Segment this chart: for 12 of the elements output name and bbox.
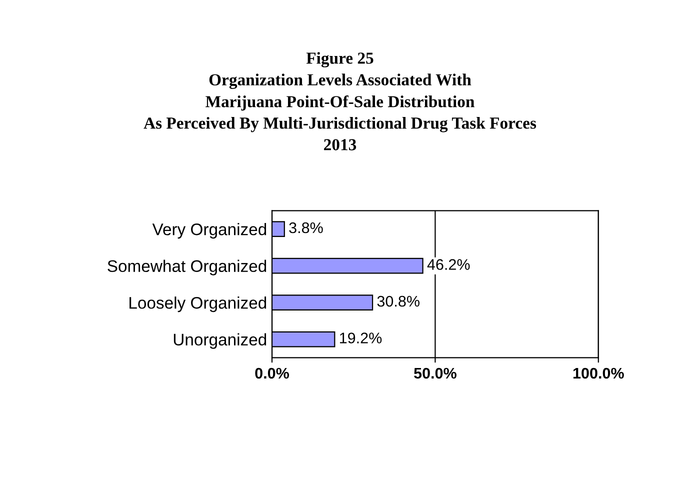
x-tick-label: 50.0% xyxy=(414,368,456,379)
y-tick-label: Loosely Organized xyxy=(130,296,266,312)
data-label: 19.2% xyxy=(340,332,382,344)
x-tick-label: 100.0% xyxy=(573,368,624,379)
y-tick-label: Somewhat Organized xyxy=(108,260,266,276)
data-label: 3.8% xyxy=(289,222,323,234)
data-label: 46.2% xyxy=(427,259,470,270)
chart-title: Figure 25 Organization Levels Associated With Marijuana Point-Of-Sale Distribution As Perceived By Multi-Jurisdictional Drug Task Forces 2013 xyxy=(144,52,536,150)
data-label: 30.8% xyxy=(377,296,420,307)
y-tick-label: Unorganized xyxy=(174,333,266,349)
y-tick-label: Very Organized xyxy=(152,223,266,239)
x-tick-label: 0.0% xyxy=(255,368,290,379)
